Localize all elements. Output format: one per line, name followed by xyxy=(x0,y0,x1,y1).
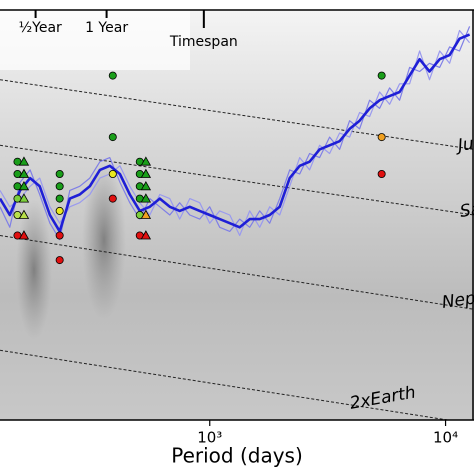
plot-area xyxy=(0,26,474,420)
x-tick-label: 10³ xyxy=(197,429,222,447)
circle-marker xyxy=(377,133,386,142)
triangle-marker xyxy=(140,156,152,166)
triangle-marker xyxy=(140,193,152,203)
triangle-marker xyxy=(18,168,30,178)
circle-marker xyxy=(108,194,117,203)
circle-marker xyxy=(55,206,64,215)
triangle-marker xyxy=(140,168,152,178)
top-tick-label: Timespan xyxy=(169,34,238,50)
circle-marker xyxy=(55,231,64,240)
circle-marker xyxy=(55,256,64,265)
density-background xyxy=(0,10,474,420)
triangle-marker xyxy=(18,180,30,191)
circle-marker xyxy=(108,133,117,142)
reference-line-label: Sa xyxy=(459,199,474,222)
x-tick-label: 10⁴ xyxy=(433,429,458,447)
triangle-marker xyxy=(18,156,30,166)
series-line xyxy=(0,33,471,233)
circle-marker xyxy=(108,71,117,80)
x-axis-label: Period (days) xyxy=(171,444,303,468)
triangle-marker xyxy=(140,209,152,219)
triangle-marker xyxy=(18,230,30,240)
circle-marker xyxy=(55,169,64,178)
top-tick-label: 1 Year xyxy=(85,20,128,36)
triangle-marker xyxy=(140,180,152,191)
top-tick-label: ½Year xyxy=(19,20,62,36)
circle-marker xyxy=(108,169,117,178)
triangle-marker xyxy=(18,193,30,203)
circle-marker xyxy=(377,169,386,178)
triangle-marker xyxy=(18,209,30,219)
density-cluster xyxy=(82,160,126,320)
triangle-marker xyxy=(140,230,152,240)
reference-line-label: Nep xyxy=(441,288,474,313)
density-fade xyxy=(0,10,190,70)
circle-marker xyxy=(55,194,64,203)
circle-marker xyxy=(55,182,64,191)
circle-marker xyxy=(377,71,386,80)
density-cluster xyxy=(16,200,52,340)
reference-line-label: Ju xyxy=(454,134,474,156)
